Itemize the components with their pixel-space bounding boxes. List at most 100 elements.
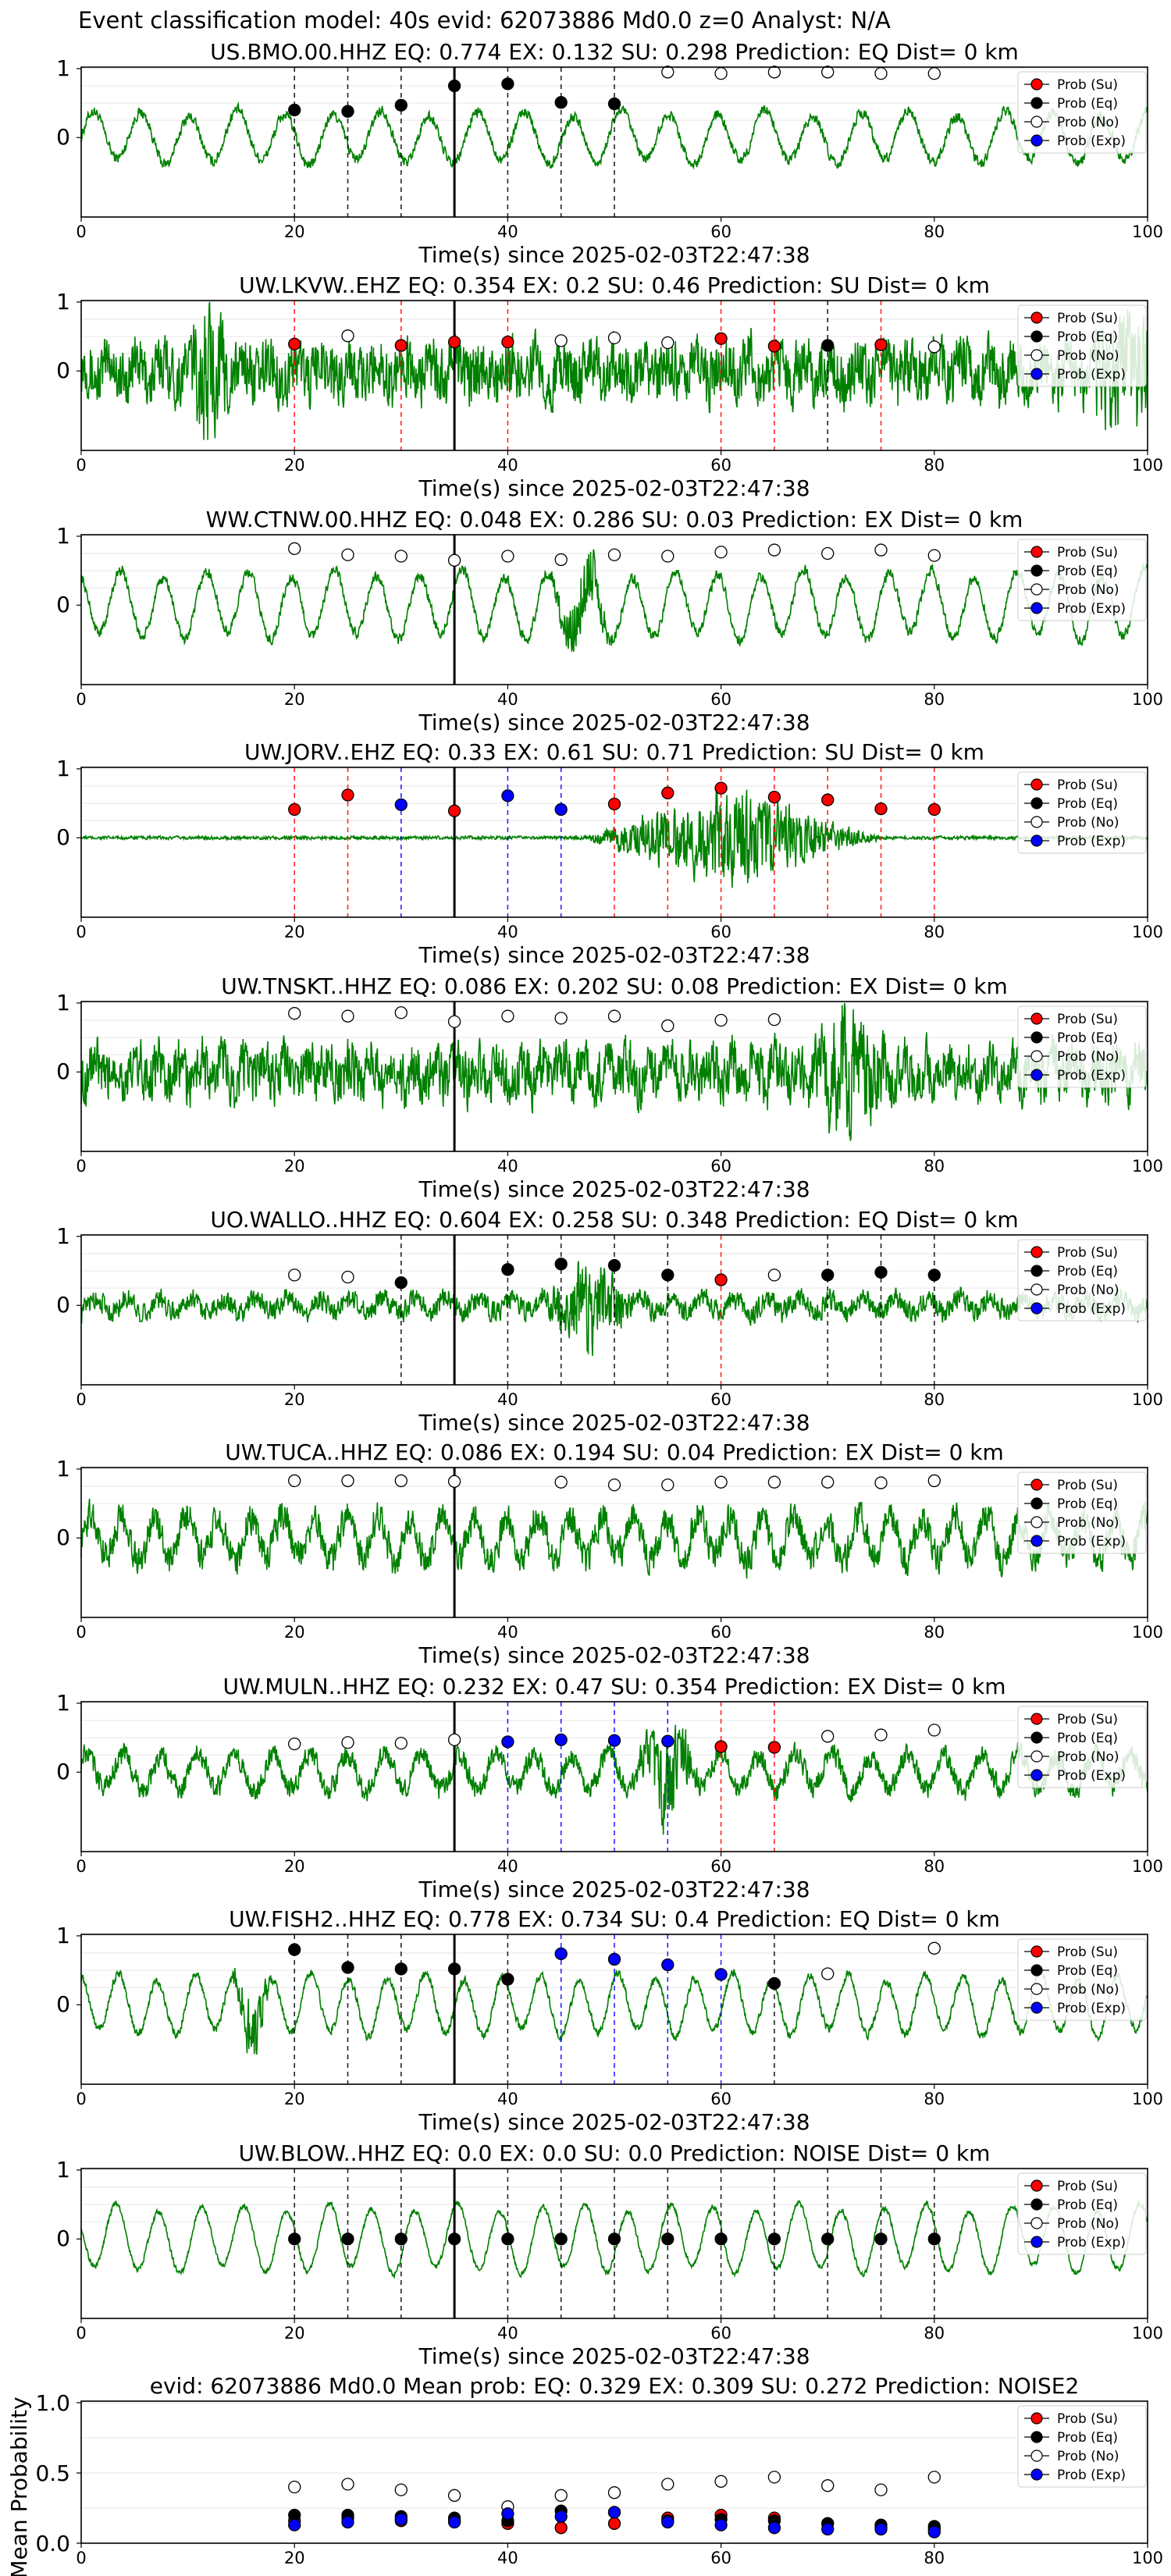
prob-point-exp xyxy=(501,1735,514,1749)
x-tick-label: 100 xyxy=(1132,1623,1163,1642)
panel-title: UW.MULN..HHZ EQ: 0.232 EX: 0.47 SU: 0.35… xyxy=(223,1674,1006,1699)
x-tick-label: 0 xyxy=(76,2090,86,2108)
panel-title: US.BMO.00.HHZ EQ: 0.774 EX: 0.132 SU: 0.… xyxy=(210,39,1019,65)
x-tick-label: 40 xyxy=(497,923,518,941)
waveform-line xyxy=(80,1968,1148,2055)
x-tick-label: 100 xyxy=(1132,1857,1163,1876)
legend-marker-exp xyxy=(1030,1069,1043,1081)
x-tick-label: 40 xyxy=(497,456,518,475)
x-tick-label: 60 xyxy=(710,2090,731,2108)
prob-point-no xyxy=(394,550,408,563)
y-tick-label: 1 xyxy=(56,523,70,549)
x-tick-label: 60 xyxy=(710,456,731,475)
prob-point-no xyxy=(874,1728,888,1742)
y-tick-label: 1 xyxy=(56,1456,70,1482)
waveform-line xyxy=(80,2199,1148,2279)
prob-point-su xyxy=(821,793,835,806)
prob-point-su xyxy=(288,802,301,817)
legend-label-no: Prob (No) xyxy=(1057,1049,1119,1065)
prob-point-eq xyxy=(501,77,514,91)
x-tick-label: 20 xyxy=(284,222,305,241)
prob-point-su xyxy=(767,1741,781,1754)
legend-marker-exp xyxy=(1030,602,1043,614)
panel-5: UO.WALLO..HHZ EQ: 0.604 EX: 0.258 SU: 0.… xyxy=(56,1207,1163,1436)
legend-label-su: Prob (Su) xyxy=(1057,311,1118,326)
mean-point-no xyxy=(767,2471,781,2484)
panel-title: UW.BLOW..HHZ EQ: 0.0 EX: 0.0 SU: 0.0 Pre… xyxy=(239,2140,991,2166)
prob-point-no xyxy=(341,1009,354,1023)
legend-marker-eq xyxy=(1030,2198,1043,2211)
x-tick-label: 0 xyxy=(76,222,86,241)
x-tick-label: 20 xyxy=(284,923,305,941)
legend-label-no: Prob (No) xyxy=(1057,1749,1119,1765)
panel-9: UW.BLOW..HHZ EQ: 0.0 EX: 0.0 SU: 0.0 Pre… xyxy=(56,2140,1163,2369)
prob-point-no xyxy=(821,1475,835,1489)
y-tick-label: 0 xyxy=(56,592,70,617)
legend-marker-no xyxy=(1030,349,1043,361)
mean-point-no xyxy=(341,2478,354,2491)
legend: Prob (Su) Prob (Eq) Prob (No) Prob (Exp) xyxy=(1017,1938,1147,2021)
y-tick-label: 1 xyxy=(56,1923,70,1948)
prob-point-eq xyxy=(288,1943,301,1956)
x-tick-label: 40 xyxy=(497,690,518,709)
prob-point-no xyxy=(661,336,674,350)
prob-point-no xyxy=(447,1015,461,1028)
legend-marker-su xyxy=(1030,2412,1043,2425)
prob-point-exp xyxy=(661,1735,674,1748)
legend: Prob (Su) Prob (Eq) Prob (No) Prob (Exp) xyxy=(1017,2172,1147,2255)
waveform-line xyxy=(80,1261,1148,1357)
prob-point-su xyxy=(661,786,674,799)
legend-label-eq: Prob (Eq) xyxy=(1057,796,1118,812)
prob-point-su xyxy=(714,781,728,795)
x-axis-label: Time(s) since 2025-02-03T22:47:38 xyxy=(418,2109,810,2135)
prob-point-no xyxy=(341,329,354,343)
prob-point-eq xyxy=(821,2233,835,2246)
legend-marker-no xyxy=(1030,816,1043,828)
legend-box xyxy=(1017,1938,1147,2021)
legend-marker-eq xyxy=(1030,564,1043,577)
prob-point-no xyxy=(874,1476,888,1489)
prob-point-eq xyxy=(874,1265,888,1279)
prob-point-no xyxy=(874,66,888,80)
y-tick-label: 1.0 xyxy=(35,2390,70,2416)
prob-point-no xyxy=(501,1009,514,1023)
prob-point-eq xyxy=(661,2233,674,2246)
mean-point-no xyxy=(821,2479,835,2492)
prob-point-eq xyxy=(394,1276,408,1290)
legend: Prob (Su) Prob (Eq) Prob (No) Prob (Exp) xyxy=(1017,1005,1147,1088)
mean-point-exp xyxy=(501,2507,514,2521)
x-tick-label: 80 xyxy=(924,1390,945,1409)
x-tick-label: 20 xyxy=(284,1157,305,1176)
prob-point-su xyxy=(714,1273,728,1286)
x-tick-label: 100 xyxy=(1132,456,1163,475)
legend-marker-exp xyxy=(1030,2236,1043,2248)
legend-marker-eq xyxy=(1030,2431,1043,2443)
mean-point-exp xyxy=(607,2506,621,2519)
legend-marker-eq xyxy=(1030,1731,1043,1744)
legend-label-exp: Prob (Exp) xyxy=(1057,2001,1126,2016)
prob-point-no xyxy=(927,549,941,562)
mean-point-no xyxy=(874,2483,888,2496)
y-tick-label: 0.0 xyxy=(35,2531,70,2556)
y-tick-label: 0 xyxy=(56,124,70,150)
panel-title: UW.TNSKT..HHZ EQ: 0.086 EX: 0.202 SU: 0.… xyxy=(221,973,1008,999)
x-tick-label: 80 xyxy=(924,1857,945,1876)
prob-point-no xyxy=(288,1474,301,1488)
mean-point-no xyxy=(394,2483,408,2496)
legend-marker-su xyxy=(1030,1713,1043,1725)
legend-box xyxy=(1017,1706,1147,1788)
legend-box xyxy=(1017,1005,1147,1088)
prob-point-no xyxy=(447,553,461,567)
mean-point-no xyxy=(927,2471,941,2484)
legend-marker-no xyxy=(1030,1283,1043,1296)
prob-point-eq xyxy=(554,1258,568,1271)
x-tick-label: 80 xyxy=(924,2324,945,2343)
axes-frame xyxy=(80,1001,1148,1152)
prob-point-no xyxy=(341,1474,354,1488)
mean-point-no xyxy=(661,2478,674,2491)
x-tick-label: 60 xyxy=(710,1157,731,1176)
x-tick-label: 100 xyxy=(1132,1390,1163,1409)
legend-marker-eq xyxy=(1030,1497,1043,1510)
prob-point-su xyxy=(767,790,781,804)
legend-label-no: Prob (No) xyxy=(1057,115,1119,130)
